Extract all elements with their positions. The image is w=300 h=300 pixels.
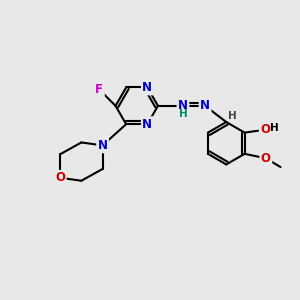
Text: H: H: [270, 123, 278, 133]
Text: O: O: [260, 123, 270, 136]
Text: O: O: [261, 152, 271, 165]
Text: N: N: [178, 99, 188, 112]
Text: N: N: [142, 118, 152, 131]
Text: H: H: [228, 110, 237, 121]
Text: N: N: [98, 139, 108, 152]
Text: F: F: [95, 83, 104, 96]
Text: O: O: [55, 171, 65, 184]
Text: N: N: [200, 99, 210, 112]
Text: H: H: [178, 109, 188, 119]
Text: N: N: [142, 81, 152, 94]
